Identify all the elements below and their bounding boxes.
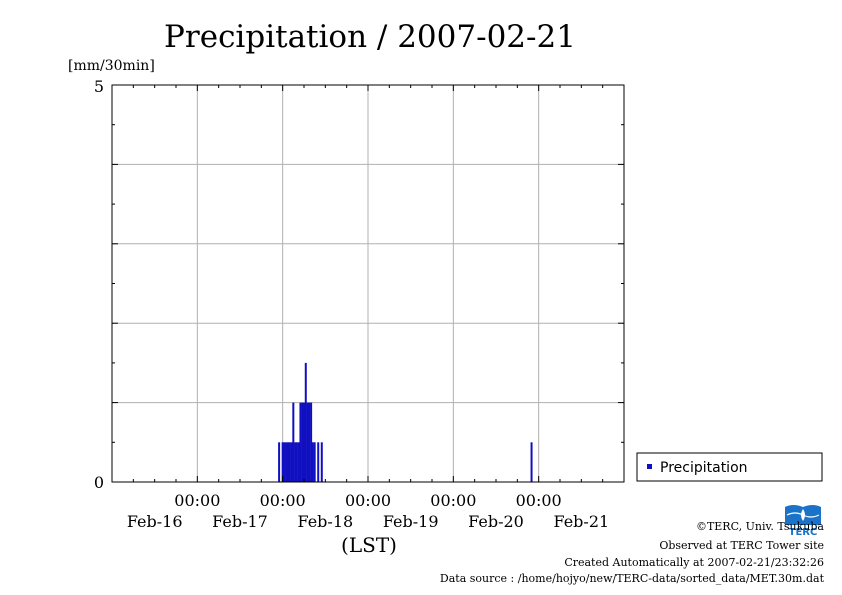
axis-ticks: [111, 84, 625, 483]
legend-label: Precipitation: [660, 460, 748, 476]
precipitation-bar: [304, 362, 307, 482]
x-date-tick-label: Feb-17: [212, 512, 268, 531]
x-date-tick-label: Feb-19: [383, 512, 439, 531]
precipitation-bar: [306, 402, 309, 482]
precipitation-bar: [310, 402, 313, 482]
precipitation-bar: [297, 442, 300, 482]
precipitation-bar: [290, 442, 293, 482]
precipitation-bar: [320, 442, 323, 482]
precipitation-bar: [278, 442, 281, 482]
y-tick-label-max: 5: [94, 77, 104, 96]
x-time-tick-label: 00:00: [516, 491, 562, 510]
precipitation-bar: [285, 442, 288, 482]
grid: [112, 85, 624, 482]
legend: Precipitation: [636, 452, 823, 482]
precipitation-bar: [317, 442, 320, 482]
source-text: Data source : /home/hojyo/new/TERC-data/…: [439, 572, 824, 585]
x-time-tick-label: 00:00: [260, 491, 306, 510]
chart-title: Precipitation / 2007-02-21: [164, 19, 576, 55]
precipitation-bar: [299, 402, 302, 482]
y-tick-label-min: 0: [94, 473, 104, 492]
observed-text: Observed at TERC Tower site: [659, 539, 824, 552]
legend-swatch: [647, 464, 652, 469]
precipitation-bar: [311, 442, 314, 482]
precipitation-bar: [295, 442, 298, 482]
x-tick-labels: 00:00 00:00 00:00 00:00 00:00 Feb-16 Feb-17 Feb…: [127, 491, 609, 531]
x-date-tick-label: Feb-18: [297, 512, 353, 531]
precipitation-bars: [278, 362, 533, 482]
y-axis-unit-label: [mm/30min]: [68, 58, 155, 74]
precipitation-bar: [313, 442, 316, 482]
x-axis-label: (LST): [341, 533, 397, 557]
precipitation-bar: [303, 402, 305, 482]
created-text: Created Automatically at 2007-02-21/23:3…: [564, 556, 824, 569]
precipitation-bar: [294, 442, 297, 482]
x-time-tick-label: 00:00: [430, 491, 476, 510]
x-date-tick-label: Feb-20: [468, 512, 524, 531]
precipitation-bar: [288, 442, 291, 482]
x-time-tick-label: 00:00: [174, 491, 220, 510]
logo-text: TERC: [789, 527, 818, 537]
precipitation-bar: [292, 402, 295, 482]
precipitation-bar: [301, 402, 304, 482]
precipitation-bar: [281, 442, 284, 482]
precipitation-bar: [530, 442, 533, 482]
legend-box: [636, 452, 823, 482]
copyright-text: ©TERC, Univ. Tsukuba: [695, 520, 824, 533]
terc-logo: TERC: [783, 503, 823, 537]
x-date-tick-label: Feb-21: [553, 512, 609, 531]
x-time-tick-label: 00:00: [345, 491, 391, 510]
precipitation-bar: [283, 442, 286, 482]
precipitation-bar: [308, 402, 311, 482]
precipitation-bar: [287, 442, 289, 482]
x-date-tick-label: Feb-16: [127, 512, 183, 531]
